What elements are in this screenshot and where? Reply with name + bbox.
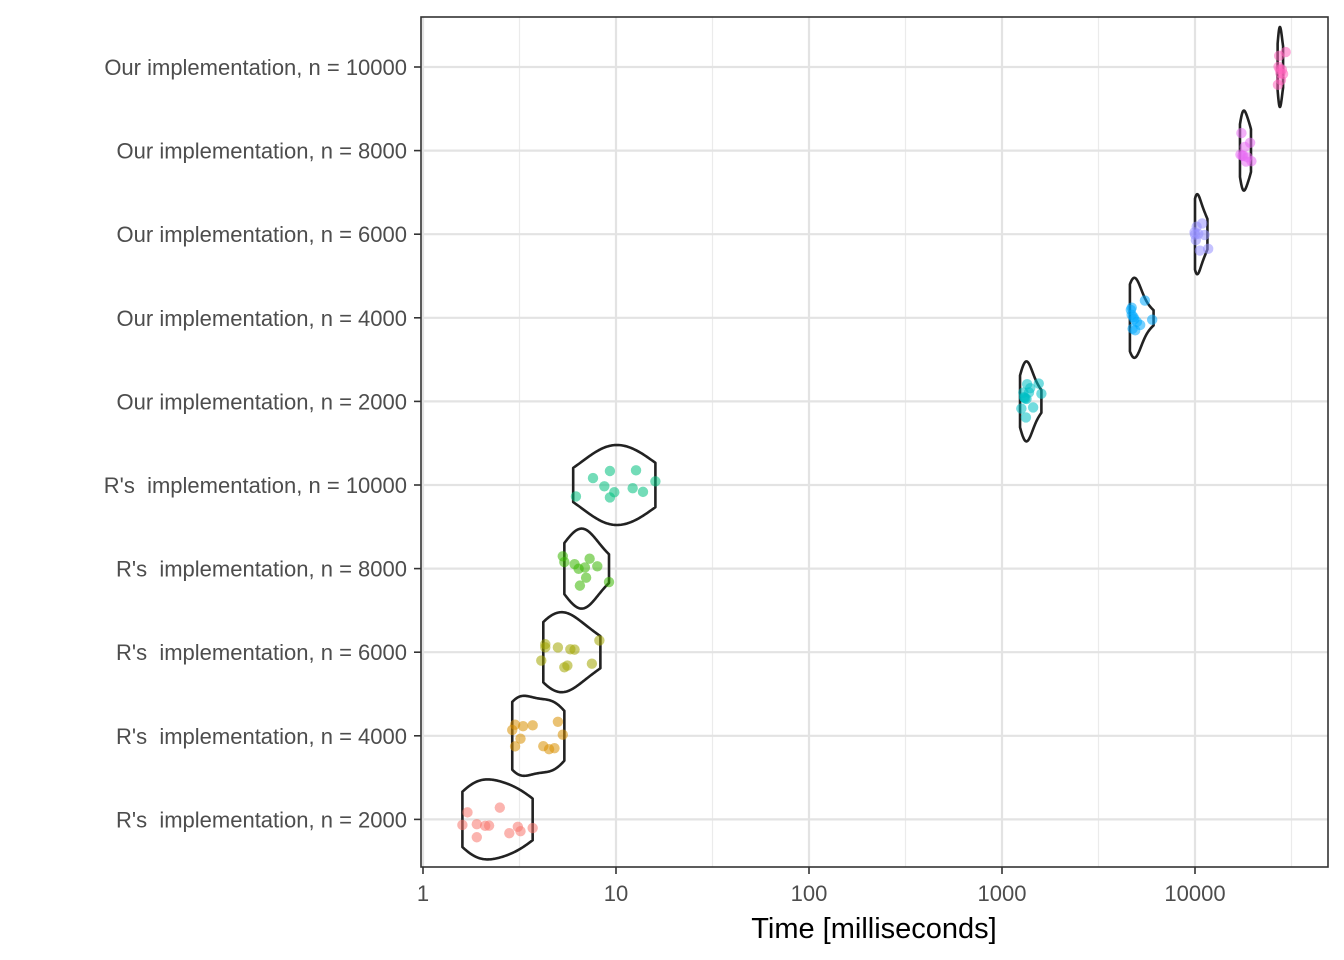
- data-point: [527, 720, 538, 731]
- data-point: [559, 556, 570, 568]
- data-point: [586, 658, 598, 669]
- data-point: [604, 465, 616, 477]
- data-point: [1244, 137, 1256, 148]
- data-point: [1036, 388, 1047, 399]
- data-point: [1016, 403, 1027, 414]
- data-point: [569, 644, 580, 655]
- data-point: [579, 562, 591, 573]
- violin: [571, 443, 657, 527]
- grid: [421, 17, 1328, 867]
- data-point: [483, 820, 495, 831]
- plot-panel-border: [420, 16, 1329, 868]
- data-point: [471, 832, 482, 843]
- data-point: [1199, 229, 1210, 241]
- data-point: [584, 553, 595, 564]
- data-point: [599, 481, 610, 492]
- data-point: [471, 818, 482, 830]
- violin: [461, 778, 534, 861]
- data-point: [570, 491, 582, 502]
- x-axis-title: Time [milliseconds]: [751, 913, 996, 945]
- y-tick-label: R's implementation, n = 4000: [116, 724, 407, 749]
- data-point: [509, 719, 521, 730]
- violin: [541, 610, 602, 694]
- y-tick-label: R's implementation, n = 8000: [116, 557, 407, 582]
- data-point: [1139, 295, 1151, 306]
- violin: [1238, 109, 1253, 192]
- data-point: [1025, 382, 1036, 394]
- data-point: [1236, 127, 1247, 139]
- y-tick-label: R's implementation, n = 2000: [116, 807, 407, 832]
- data-point: [594, 635, 605, 646]
- data-point: [603, 576, 615, 588]
- y-tick-label: Our implementation, n = 2000: [117, 389, 407, 414]
- data-point: [504, 827, 515, 839]
- data-point: [630, 465, 642, 476]
- data-point: [1280, 46, 1291, 58]
- data-point: [515, 733, 526, 744]
- x-tick-label: 100: [791, 881, 828, 906]
- x-tick-label: 1000: [978, 881, 1027, 906]
- x-tick-label: 10: [604, 881, 628, 906]
- data-point: [587, 472, 599, 484]
- data-point: [562, 660, 573, 671]
- violin: [1276, 25, 1285, 109]
- data-point: [527, 822, 538, 834]
- data-point: [1146, 314, 1158, 325]
- data-point: [552, 716, 564, 728]
- data-point: [1202, 243, 1214, 255]
- y-tick-label: Our implementation, n = 10000: [104, 55, 407, 80]
- y-tick-label: Our implementation, n = 6000: [117, 222, 407, 247]
- data-point: [1194, 245, 1206, 256]
- data-point: [557, 729, 568, 740]
- data-point: [1277, 68, 1289, 80]
- violin: [1128, 276, 1155, 360]
- y-tick-label: R's implementation, n = 10000: [104, 473, 407, 498]
- data-point: [515, 825, 526, 837]
- data-point: [462, 807, 473, 818]
- data-point: [536, 655, 547, 666]
- y-tick-label: Our implementation, n = 4000: [117, 306, 407, 331]
- y-tick-label: R's implementation, n = 6000: [116, 640, 407, 665]
- data-point: [1020, 412, 1032, 423]
- data-point: [549, 742, 560, 754]
- jitter-points: [457, 46, 1291, 843]
- axes: 1 10 100 1000 10000 R's implementation, n = 2…: [104, 55, 1226, 906]
- data-point: [1027, 402, 1039, 413]
- data-point: [637, 486, 649, 498]
- y-tick-label: Our implementation, n = 8000: [117, 139, 407, 164]
- data-point: [1126, 302, 1137, 313]
- data-point: [509, 741, 521, 752]
- data-point: [592, 561, 603, 572]
- data-point: [517, 721, 529, 732]
- violin: [1018, 360, 1043, 443]
- data-point: [1246, 155, 1257, 167]
- violin: [510, 694, 566, 778]
- data-point: [627, 483, 638, 494]
- data-point: [1134, 319, 1146, 331]
- data-point: [1033, 378, 1044, 389]
- data-point: [1197, 218, 1208, 229]
- data-point: [457, 819, 468, 831]
- data-point: [574, 580, 586, 591]
- data-point: [494, 802, 506, 813]
- data-point: [650, 476, 661, 487]
- data-point: [540, 639, 551, 650]
- data-point: [552, 642, 564, 653]
- data-point: [580, 572, 592, 583]
- data-point: [609, 487, 620, 498]
- x-tick-label: 10000: [1164, 881, 1225, 906]
- x-tick-label: 1: [417, 881, 429, 906]
